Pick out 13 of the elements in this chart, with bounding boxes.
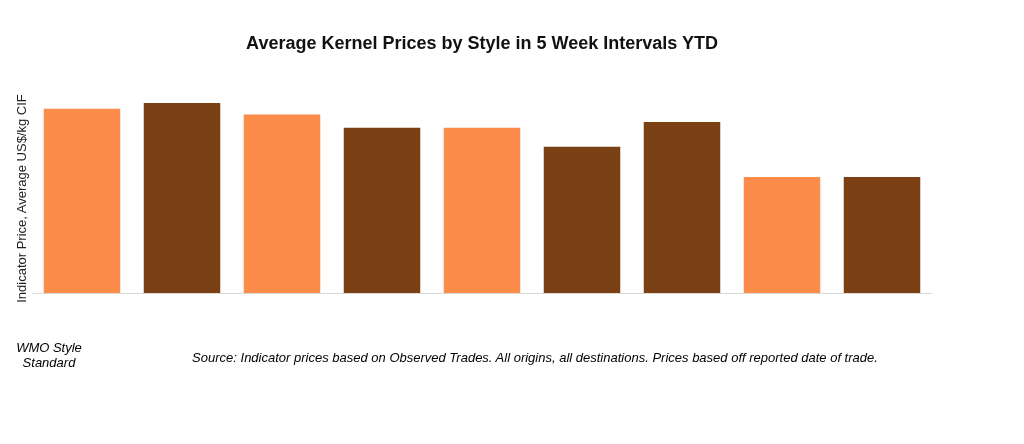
bar — [543, 146, 621, 293]
text: WMO Style Standard — [15, 340, 83, 370]
chart-title: Average Kernel Prices by Style in 5 Week Intervals YTD — [246, 33, 718, 54]
bar — [43, 108, 121, 293]
bar — [743, 177, 821, 293]
y-axis-title: Indicator Price, Average US$/kg CIF — [13, 94, 29, 303]
bar — [643, 122, 721, 293]
bar — [243, 114, 321, 293]
bar — [143, 103, 221, 293]
source-note: Source: Indicator prices based on Observed Trades. All origins, all destinations. Prices based off reported date of trade. — [191, 350, 879, 365]
bar — [343, 127, 421, 293]
bar — [443, 127, 521, 293]
bar — [843, 177, 921, 293]
